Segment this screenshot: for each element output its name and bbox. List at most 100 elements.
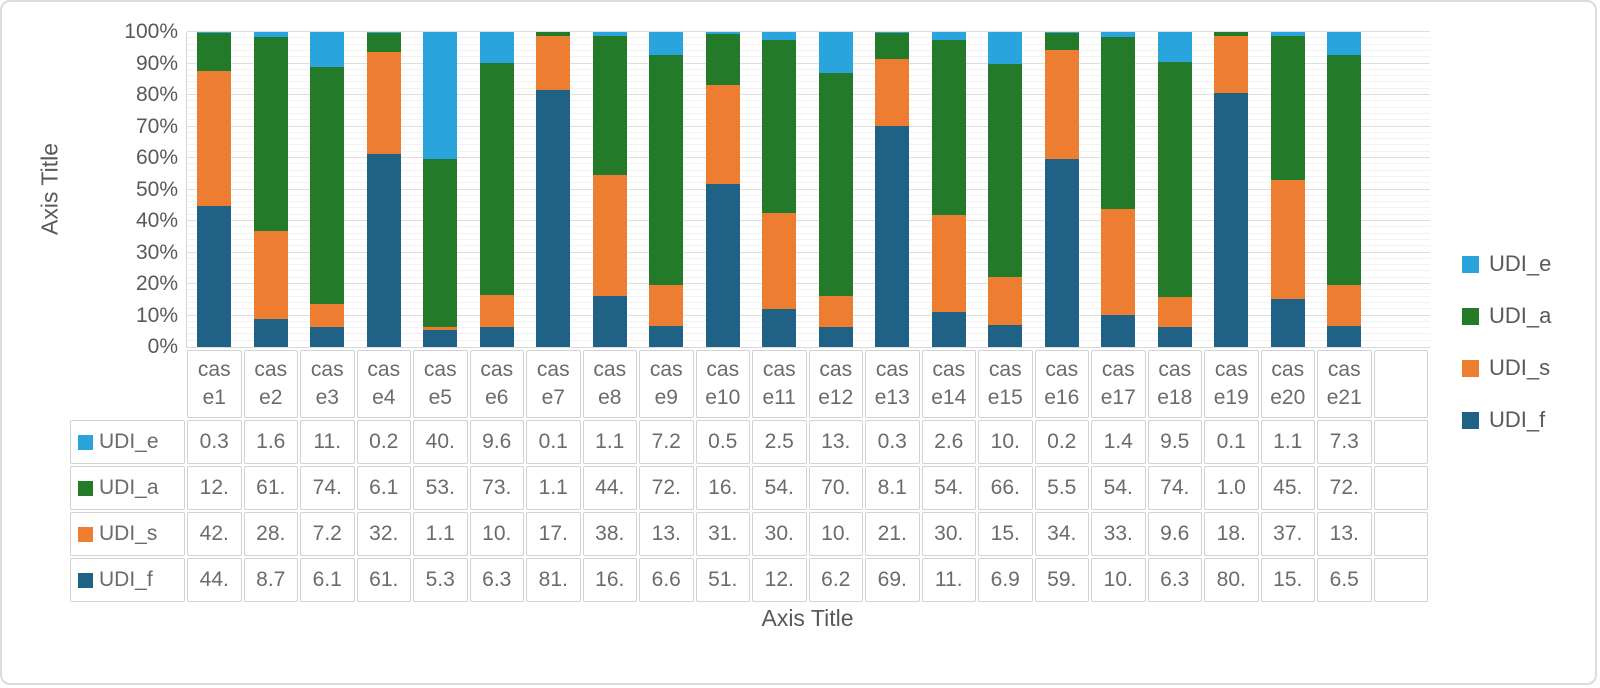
category-label-line: cas <box>423 357 457 381</box>
bar-case6 <box>479 32 514 347</box>
bar-case4-segment-UDI_s <box>366 52 401 154</box>
bar-case5-segment-UDI_a <box>423 158 457 327</box>
bar-case14-segment-UDI_a <box>931 40 966 215</box>
minor-gridline <box>187 169 1430 171</box>
bar-case1-segment-UDI_a <box>197 32 231 72</box>
category-label-line: e17 <box>1100 386 1136 409</box>
legend-label: UDI_e <box>1489 251 1552 276</box>
table-value-cell: 31. <box>695 512 750 556</box>
table-value-cell: 44. <box>582 466 637 510</box>
y-tick-label: 90% <box>135 51 178 75</box>
bar-case8-segment-UDI_f <box>592 296 627 347</box>
table-value-cell: 5.5 <box>1034 466 1089 510</box>
bar-case20-segment-UDI_s <box>1270 180 1305 299</box>
bar-case20-segment-UDI_e <box>1270 32 1305 36</box>
bar-case15-segment-UDI_a <box>988 64 1022 277</box>
chart-data-table: cas e1 cas e2 cas e3 cas e4 cas e5 cas e6 cas e7 cas e8… <box>70 350 1428 602</box>
bar-case17-segment-UDI_e <box>1101 32 1135 37</box>
category-label-line: cas <box>367 357 401 381</box>
bar-case14 <box>931 32 966 347</box>
bar-case18-segment-UDI_e <box>1157 32 1192 63</box>
major-gridline <box>187 283 1430 284</box>
bar-case3-segment-UDI_s <box>310 304 344 328</box>
table-value-cell: 1.1 <box>582 420 637 464</box>
bar-case12-segment-UDI_e <box>818 32 853 74</box>
table-value-cell: 1.0 <box>1204 466 1259 510</box>
table-category-header: cas e18 <box>1147 350 1202 418</box>
minor-gridline <box>187 245 1430 247</box>
bar-case3-segment-UDI_f <box>310 327 344 347</box>
series-swatch-icon <box>78 572 93 588</box>
table-value-cell: 16. <box>695 466 750 510</box>
table-value-cell: 21. <box>865 512 920 556</box>
category-label-line: e6 <box>485 386 509 409</box>
category-label-line: e1 <box>202 386 226 409</box>
table-category-header: cas e5 <box>413 350 468 418</box>
bar-case13-segment-UDI_e <box>875 32 909 33</box>
bar-case9-segment-UDI_f <box>649 325 683 347</box>
category-label-line: cas <box>197 357 231 381</box>
series-name-label: UDI_a <box>99 476 159 499</box>
table-value-cell: 11. <box>300 420 355 464</box>
bar-case17-segment-UDI_f <box>1101 315 1135 347</box>
table-category-header: cas e2 <box>243 350 298 418</box>
table-value-cell: 6.3 <box>1147 558 1202 602</box>
category-label-line: cas <box>480 357 514 381</box>
bar-case2-segment-UDI_e <box>253 32 288 38</box>
minor-gridline <box>187 333 1430 335</box>
table-row-header-UDI_a: UDI_a <box>70 466 185 510</box>
minor-gridline <box>187 56 1430 58</box>
table-value-cell: 28. <box>243 512 298 556</box>
legend-label: UDI_f <box>1489 407 1546 432</box>
table-value-cell: 9.6 <box>469 420 524 464</box>
bar-case11-segment-UDI_f <box>762 308 796 347</box>
table-value-cell: 45. <box>1260 466 1315 510</box>
table-category-header: cas e9 <box>639 350 694 418</box>
bar-case11-segment-UDI_a <box>762 40 796 213</box>
table-value-cell: 40. <box>413 420 468 464</box>
minor-gridline <box>187 100 1430 102</box>
table-value-cell: 69. <box>865 558 920 602</box>
major-gridline <box>187 188 1430 190</box>
table-value-cell: 2.5 <box>752 420 807 464</box>
table-value-cell: 6.1 <box>300 558 355 602</box>
table-value-cell: 1.1 <box>526 466 581 510</box>
category-label-line: e3 <box>315 386 339 409</box>
bar-case16-segment-UDI_a <box>1044 32 1079 51</box>
category-label-line: e21 <box>1326 386 1362 409</box>
bar-case4-segment-UDI_f <box>366 153 401 347</box>
minor-gridline <box>187 144 1430 146</box>
bar-case12-segment-UDI_s <box>818 295 853 328</box>
table-category-header: cas e14 <box>921 350 976 418</box>
category-label-line: cas <box>819 357 853 381</box>
bar-case5-segment-UDI_f <box>423 330 457 347</box>
table-value-cell: 74. <box>1147 466 1202 510</box>
table-value-cell: 12. <box>187 466 242 510</box>
bar-case19 <box>1214 32 1248 347</box>
bar-case9-segment-UDI_s <box>649 284 683 326</box>
bar-case15 <box>988 32 1022 347</box>
bar-case16-segment-UDI_f <box>1044 158 1079 347</box>
table-value-cell: 9.5 <box>1147 420 1202 464</box>
category-label-line: e4 <box>372 386 396 409</box>
legend: UDI_e UDI_a UDI_s UDI_f <box>1462 238 1551 446</box>
minor-gridline <box>187 270 1430 272</box>
bar-case10 <box>705 32 740 347</box>
major-gridline <box>187 94 1430 95</box>
category-label-line: cas <box>875 357 909 381</box>
category-label-line: e20 <box>1270 386 1306 409</box>
table-row-header-UDI_f: UDI_f <box>70 558 185 602</box>
minor-gridline <box>187 119 1430 121</box>
legend-swatch-icon <box>1462 359 1479 377</box>
bar-case21-segment-UDI_e <box>1327 32 1361 56</box>
table-category-header: cas e10 <box>695 350 750 418</box>
minor-gridline <box>187 182 1430 184</box>
legend-swatch-icon <box>1462 307 1479 325</box>
table-corner-blank <box>70 350 185 418</box>
bar-case15-segment-UDI_e <box>988 32 1022 65</box>
minor-gridline <box>187 81 1430 83</box>
bar-case8-segment-UDI_e <box>592 32 627 36</box>
legend-label: UDI_a <box>1489 303 1552 328</box>
y-tick-label: 40% <box>135 209 178 232</box>
